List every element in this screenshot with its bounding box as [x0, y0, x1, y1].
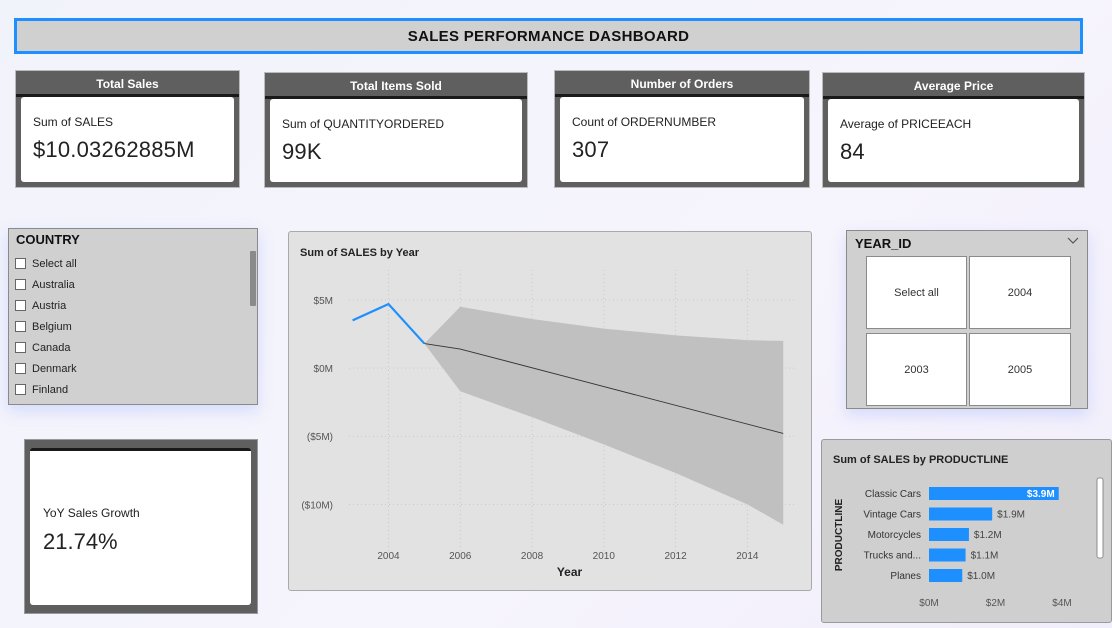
kpi-value: $10.03262885M — [33, 137, 195, 162]
x-tick-label: 2012 — [664, 551, 687, 562]
kpi-card-total-sales[interactable]: Total Sales Sum of SALES $10.03262885M — [15, 70, 240, 188]
sales-by-productline-chart[interactable]: Sum of SALES by PRODUCTLINE PRODUCTLINE Cl… — [821, 439, 1112, 623]
country-list[interactable]: Select all Australia Austria Belgium Can… — [15, 253, 250, 403]
kpi-card-total-items-sold[interactable]: Total Items Sold Sum of QUANTITYORDERED … — [264, 72, 528, 188]
data-label: $3.9M — [1027, 489, 1055, 500]
y-tick-label: ($10M) — [301, 500, 333, 511]
country-option-australia[interactable]: Australia — [15, 274, 250, 295]
y-axis-title: PRODUCTLINE — [834, 499, 845, 572]
yoy-card-body: YoY Sales Growth 21.74% — [30, 448, 251, 605]
country-option-belgium[interactable]: Belgium — [15, 316, 250, 337]
y-tick-label: $0M — [314, 364, 333, 375]
kpi-body: Count of ORDERNUMBER 307 — [560, 97, 804, 182]
forecast-line — [424, 343, 784, 434]
kpi-value: 99K — [282, 139, 322, 164]
checkbox[interactable] — [15, 258, 26, 269]
kpi-header: Total Sales — [16, 71, 239, 97]
chart-title: Sum of SALES by PRODUCTLINE — [833, 454, 1008, 466]
country-slicer[interactable]: COUNTRY Select all Australia Austria Bel… — [8, 228, 258, 405]
category-label: Trucks and... — [864, 551, 921, 562]
kpi-header: Number of Orders — [555, 71, 809, 97]
category-label: Vintage Cars — [863, 510, 921, 521]
data-label: $1.1M — [971, 551, 999, 562]
bar[interactable] — [929, 548, 966, 562]
checkbox[interactable] — [15, 321, 26, 332]
kpi-value: 84 — [840, 139, 865, 164]
dashboard-title-banner: SALES PERFORMANCE DASHBOARD — [14, 18, 1083, 54]
year-tile-2004[interactable]: 2004 — [969, 256, 1071, 329]
country-option-label: Select all — [32, 257, 77, 270]
series-line-sales — [352, 302, 426, 345]
y-tick-label: ($5M) — [307, 432, 333, 443]
slicer-title: COUNTRY — [16, 232, 80, 247]
category-label: Motorcycles — [868, 530, 921, 541]
kpi-header: Total Items Sold — [265, 73, 527, 99]
y-tick-label: $5M — [314, 296, 333, 307]
data-label: $1.0M — [967, 571, 995, 582]
yoy-sales-growth-card[interactable]: YoY Sales Growth 21.74% — [24, 439, 258, 614]
country-option-select-all[interactable]: Select all — [15, 253, 250, 274]
kpi-label: Sum of QUANTITYORDERED — [282, 117, 445, 131]
slicer-title: YEAR_ID — [855, 236, 912, 251]
forecast-confidence-band — [424, 306, 784, 525]
checkbox[interactable] — [15, 342, 26, 353]
yoy-value: 21.74% — [43, 529, 118, 554]
x-tick-label: 2008 — [521, 551, 544, 562]
kpi-header: Average Price — [823, 73, 1084, 99]
country-list-scrollbar[interactable] — [250, 251, 256, 306]
kpi-body: Sum of QUANTITYORDERED 99K — [270, 99, 522, 182]
kpi-label: Count of ORDERNUMBER — [572, 115, 717, 129]
kpi-value: 307 — [572, 137, 610, 162]
data-label: $1.9M — [997, 510, 1025, 521]
country-option-denmark[interactable]: Denmark — [15, 358, 250, 379]
x-tick-label: 2006 — [449, 551, 472, 562]
country-option-label: Australia — [32, 278, 75, 291]
checkbox[interactable] — [15, 363, 26, 374]
dashboard-title: SALES PERFORMANCE DASHBOARD — [407, 27, 690, 45]
x-tick-label: 2014 — [736, 551, 759, 562]
sales-by-year-svg: Sum of SALES by Year 2004 2006 2008 2010 2012… — [300, 247, 794, 579]
yoy-label: YoY Sales Growth — [43, 506, 140, 520]
country-option-label: Belgium — [32, 320, 72, 333]
bar[interactable] — [929, 569, 963, 582]
bar[interactable] — [929, 528, 969, 541]
country-option-canada[interactable]: Canada — [15, 337, 250, 358]
x-tick-label: $2M — [986, 598, 1005, 609]
year-tile-2003[interactable]: 2003 — [866, 333, 967, 406]
kpi-label: Average of PRICEEACH — [840, 117, 972, 131]
country-option-austria[interactable]: Austria — [15, 295, 250, 316]
bar-chart-scrollbar[interactable] — [1096, 477, 1104, 559]
bar[interactable] — [929, 487, 1059, 500]
x-tick-label: 2010 — [593, 551, 616, 562]
sales-by-year-chart[interactable]: Sum of SALES by Year 2004 2006 2008 2010 2012… — [288, 231, 812, 591]
checkbox[interactable] — [15, 279, 26, 290]
data-label: $1.2M — [974, 530, 1002, 541]
x-tick-label: 2004 — [377, 551, 400, 562]
checkbox[interactable] — [15, 384, 26, 395]
category-label: Classic Cars — [865, 489, 921, 500]
country-option-label: Canada — [32, 341, 71, 354]
x-tick-label: $0M — [919, 598, 938, 609]
checkbox[interactable] — [15, 300, 26, 311]
x-tick-label: $4M — [1052, 598, 1071, 609]
country-option-label: Denmark — [32, 362, 77, 375]
category-label: Planes — [890, 571, 921, 582]
kpi-card-number-of-orders[interactable]: Number of Orders Count of ORDERNUMBER 30… — [554, 70, 810, 188]
bar[interactable] — [929, 507, 993, 521]
country-option-label: Finland — [32, 383, 69, 396]
country-option-label: Austria — [32, 299, 67, 312]
kpi-card-average-price[interactable]: Average Price Average of PRICEEACH 84 — [822, 72, 1085, 188]
country-option-finland[interactable]: Finland — [15, 379, 250, 400]
x-axis-title: Year — [557, 565, 583, 579]
year-tile-select-all[interactable]: Select all — [866, 256, 967, 329]
year-slicer[interactable]: YEAR_ID Select all 2004 2003 2005 — [846, 230, 1088, 409]
chart-title: Sum of SALES by Year — [300, 247, 420, 259]
kpi-body: Average of PRICEEACH 84 — [828, 99, 1079, 182]
chevron-down-icon[interactable] — [1067, 236, 1079, 246]
sales-by-productline-svg: Sum of SALES by PRODUCTLINE PRODUCTLINE Cl… — [833, 454, 1104, 609]
year-tile-2005[interactable]: 2005 — [969, 333, 1071, 406]
kpi-body: Sum of SALES $10.03262885M — [21, 97, 234, 182]
kpi-label: Sum of SALES — [33, 115, 114, 129]
